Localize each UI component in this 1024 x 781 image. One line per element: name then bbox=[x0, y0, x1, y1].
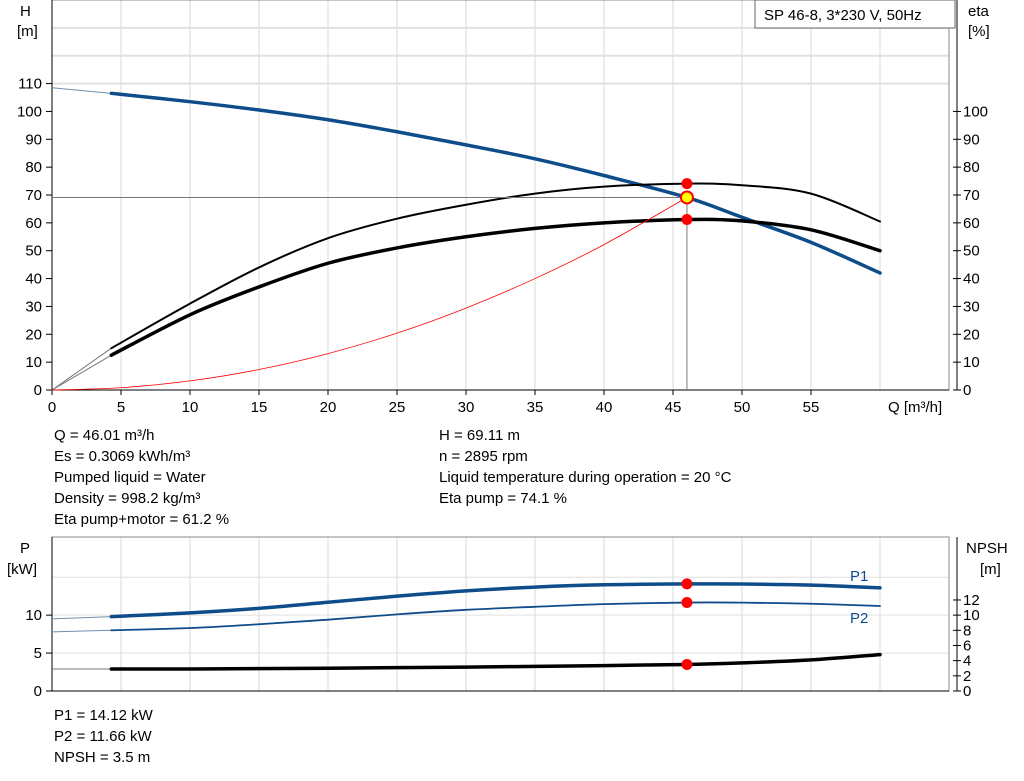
info-density: Density = 998.2 kg/m³ bbox=[54, 490, 201, 507]
series-extension-p2 bbox=[51, 629, 112, 633]
y-tick-label-right: 8 bbox=[963, 622, 971, 639]
y-tick-label-right: 60 bbox=[963, 215, 980, 232]
head-efficiency-plot: 0102030405060708090100110010203040506070… bbox=[17, 0, 988, 416]
h-axis-label: H bbox=[20, 3, 31, 20]
info-speed: n = 2895 rpm bbox=[439, 448, 528, 465]
y-tick-label-left: 5 bbox=[34, 645, 42, 662]
info-left: Q = 46.01 m³/h Es = 0.3069 kWh/m³ Pumped… bbox=[54, 425, 229, 530]
y-tick-label-right: 10 bbox=[963, 607, 980, 624]
npsh-axis-label: NPSH bbox=[966, 540, 1008, 557]
eta-axis-unit: [%] bbox=[968, 23, 990, 40]
x-tick-label: 30 bbox=[458, 399, 475, 416]
series-extension-h bbox=[51, 87, 112, 94]
series-line-p1 bbox=[109, 582, 882, 619]
y-tick-label-left: 10 bbox=[25, 354, 42, 371]
y-tick-label-right: 10 bbox=[963, 354, 980, 371]
series-line-eta-pump-motor bbox=[109, 217, 882, 357]
x-tick-label: 45 bbox=[665, 399, 682, 416]
info-eta-pump-motor: Eta pump+motor = 61.2 % bbox=[54, 511, 230, 528]
y-tick-label-right: 50 bbox=[963, 243, 980, 260]
x-tick-label: 20 bbox=[320, 399, 337, 416]
x-tick-label: 50 bbox=[734, 399, 751, 416]
series-line-eta-pump bbox=[110, 182, 881, 350]
info-p2: P2 = 11.66 kW bbox=[54, 728, 152, 745]
y-tick-label-right: 30 bbox=[963, 298, 980, 315]
y-tick-label-left: 20 bbox=[25, 326, 42, 343]
series-extension-eta_pump bbox=[51, 347, 112, 391]
info-pumped-liquid: Pumped liquid = Water bbox=[54, 469, 206, 486]
y-tick-label-left: 70 bbox=[25, 187, 42, 204]
y-tick-label-right: 70 bbox=[963, 187, 980, 204]
x-tick-label: 35 bbox=[527, 399, 544, 416]
y-tick-label-right: 80 bbox=[963, 159, 980, 176]
info-head: H = 69.11 m bbox=[439, 427, 521, 444]
q-axis-label: Q [m³/h] bbox=[888, 399, 942, 416]
y-tick-label-left: 30 bbox=[25, 298, 42, 315]
npsh-axis-unit: [m] bbox=[980, 561, 1001, 578]
info-liquid-temperature: Liquid temperature during operation = 20… bbox=[439, 469, 732, 486]
y-tick-label-right: 20 bbox=[963, 326, 980, 343]
eta-pump-motor-marker bbox=[681, 214, 693, 226]
series-extension-p1 bbox=[51, 616, 112, 620]
legend-box: SP 46-8, 3*230 V, 50Hz bbox=[754, 0, 956, 29]
series-line-system bbox=[51, 197, 688, 391]
info-specific-energy: Es = 0.3069 kWh/m³ bbox=[54, 448, 191, 465]
eta-axis-label: eta bbox=[968, 3, 990, 20]
y-tick-label-left: 0 bbox=[34, 683, 42, 700]
p2-operating-marker bbox=[681, 597, 693, 609]
info-npsh: NPSH = 3.5 m bbox=[54, 749, 151, 766]
series-line-p2 bbox=[110, 601, 881, 632]
y-tick-label-left: 50 bbox=[25, 243, 42, 260]
y-tick-label-right: 100 bbox=[963, 103, 988, 120]
h-axis-unit: [m] bbox=[17, 23, 38, 40]
x-tick-label: 0 bbox=[48, 399, 56, 416]
info-right: H = 69.11 m n = 2895 rpm Liquid temperat… bbox=[439, 425, 731, 509]
x-tick-label: 5 bbox=[117, 399, 125, 416]
duty-point-marker bbox=[679, 190, 694, 205]
y-tick-label-right: 6 bbox=[963, 637, 971, 654]
p-axis-unit: [kW] bbox=[7, 561, 37, 578]
y-tick-label-right: 40 bbox=[963, 271, 980, 288]
y-tick-label-right: 0 bbox=[963, 683, 971, 700]
x-tick-label: 55 bbox=[803, 399, 820, 416]
y-tick-label-left: 10 bbox=[25, 607, 42, 624]
series-line-npsh bbox=[109, 652, 882, 671]
x-tick-label: 25 bbox=[389, 399, 406, 416]
info-flow: Q = 46.01 m³/h bbox=[54, 427, 155, 444]
x-tick-label: 10 bbox=[182, 399, 199, 416]
eta-pump-marker bbox=[681, 178, 693, 190]
y-tick-label-right: 12 bbox=[963, 592, 980, 609]
p-axis-label: P bbox=[20, 540, 30, 557]
p1-operating-marker bbox=[681, 578, 693, 590]
y-tick-label-left: 40 bbox=[25, 271, 42, 288]
info-p1: P1 = 14.12 kW bbox=[54, 707, 153, 724]
y-tick-label-right: 2 bbox=[963, 668, 971, 685]
legend-box-text: SP 46-8, 3*230 V, 50Hz bbox=[764, 7, 922, 24]
p2-series-label: P2 bbox=[850, 610, 868, 627]
y-tick-label-left: 110 bbox=[18, 76, 42, 93]
series-extension-eta_pump_motor bbox=[51, 354, 112, 391]
npsh-operating-marker bbox=[681, 658, 693, 670]
p1-series-label: P1 bbox=[850, 568, 868, 585]
x-tick-label: 40 bbox=[596, 399, 613, 416]
y-tick-label-left: 60 bbox=[25, 215, 42, 232]
info-eta-pump: Eta pump = 74.1 % bbox=[439, 490, 567, 507]
info-bottom: P1 = 14.12 kW P2 = 11.66 kW NPSH = 3.5 m bbox=[54, 705, 153, 768]
series-line-h bbox=[109, 91, 882, 275]
y-tick-label-left: 80 bbox=[25, 159, 42, 176]
x-tick-label: 15 bbox=[251, 399, 268, 416]
y-tick-label-right: 0 bbox=[963, 382, 971, 399]
y-tick-label-left: 0 bbox=[34, 382, 42, 399]
y-tick-label-right: 90 bbox=[963, 131, 980, 148]
y-tick-label-left: 100 bbox=[17, 103, 42, 120]
y-tick-label-left: 90 bbox=[25, 131, 42, 148]
y-tick-label-right: 4 bbox=[963, 653, 971, 670]
